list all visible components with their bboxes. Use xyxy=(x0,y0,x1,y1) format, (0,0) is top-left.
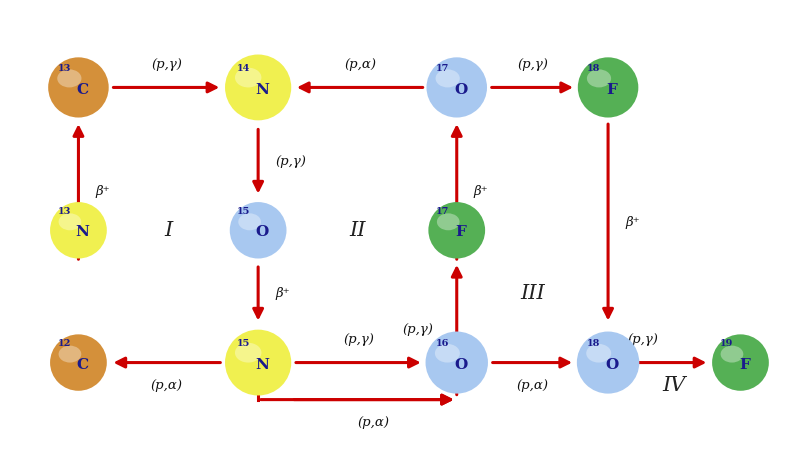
Text: 13: 13 xyxy=(58,207,71,216)
Ellipse shape xyxy=(238,213,261,230)
Text: O: O xyxy=(454,82,467,97)
Ellipse shape xyxy=(58,69,82,87)
Ellipse shape xyxy=(50,334,107,391)
Ellipse shape xyxy=(721,346,743,363)
Ellipse shape xyxy=(435,69,460,87)
Text: β⁺: β⁺ xyxy=(625,216,640,230)
Ellipse shape xyxy=(54,338,102,387)
Text: 13: 13 xyxy=(58,64,71,73)
Text: O: O xyxy=(606,358,618,372)
Ellipse shape xyxy=(230,202,286,258)
Text: 17: 17 xyxy=(436,64,450,73)
Ellipse shape xyxy=(234,206,282,254)
Ellipse shape xyxy=(587,69,611,87)
Text: IV: IV xyxy=(662,376,686,396)
Text: (p,α): (p,α) xyxy=(358,416,390,429)
Ellipse shape xyxy=(433,206,481,254)
Ellipse shape xyxy=(225,330,291,396)
Ellipse shape xyxy=(235,68,262,87)
Text: (p,α): (p,α) xyxy=(150,379,182,392)
Text: (p,γ): (p,γ) xyxy=(275,155,306,168)
Text: (p,γ): (p,γ) xyxy=(151,58,182,71)
Ellipse shape xyxy=(582,336,634,389)
Text: C: C xyxy=(76,82,88,97)
Text: (p,γ): (p,γ) xyxy=(343,333,374,346)
Text: C: C xyxy=(76,358,88,372)
Text: 17: 17 xyxy=(436,207,450,216)
Text: N: N xyxy=(75,225,89,239)
Text: 18: 18 xyxy=(587,64,601,73)
Text: (p,γ): (p,γ) xyxy=(628,333,658,346)
Ellipse shape xyxy=(53,62,104,113)
Ellipse shape xyxy=(577,332,639,394)
Ellipse shape xyxy=(48,57,109,117)
Text: F: F xyxy=(739,358,750,372)
Ellipse shape xyxy=(437,213,459,230)
Text: β⁺: β⁺ xyxy=(275,287,290,300)
Ellipse shape xyxy=(54,206,102,254)
Ellipse shape xyxy=(582,62,634,113)
Text: 12: 12 xyxy=(58,339,71,348)
Text: O: O xyxy=(454,358,467,372)
Text: I: I xyxy=(164,221,173,240)
Ellipse shape xyxy=(230,59,286,115)
Text: O: O xyxy=(255,225,269,239)
Ellipse shape xyxy=(431,62,482,113)
Text: 19: 19 xyxy=(720,339,733,348)
Text: III: III xyxy=(520,284,545,303)
Text: N: N xyxy=(255,358,269,372)
Text: 18: 18 xyxy=(587,339,601,348)
Ellipse shape xyxy=(230,335,286,391)
Text: β⁺: β⁺ xyxy=(95,184,110,198)
Text: β⁺: β⁺ xyxy=(474,184,488,198)
Ellipse shape xyxy=(435,344,460,363)
Ellipse shape xyxy=(58,213,82,230)
Text: (p,γ): (p,γ) xyxy=(517,58,548,71)
Text: 16: 16 xyxy=(436,339,450,348)
Ellipse shape xyxy=(225,54,291,120)
Text: 15: 15 xyxy=(238,339,250,348)
Ellipse shape xyxy=(428,202,485,258)
Ellipse shape xyxy=(716,338,765,387)
Text: F: F xyxy=(455,225,466,239)
Ellipse shape xyxy=(426,57,487,117)
Ellipse shape xyxy=(586,344,611,363)
Ellipse shape xyxy=(430,336,483,389)
Ellipse shape xyxy=(235,343,262,363)
Text: 14: 14 xyxy=(238,64,250,73)
Text: N: N xyxy=(255,82,269,97)
Ellipse shape xyxy=(426,332,488,394)
Text: (p,γ): (p,γ) xyxy=(402,323,433,336)
Text: II: II xyxy=(349,221,366,240)
Ellipse shape xyxy=(58,346,82,363)
Ellipse shape xyxy=(578,57,638,117)
Ellipse shape xyxy=(712,334,769,391)
Text: F: F xyxy=(606,82,618,97)
Text: 15: 15 xyxy=(238,207,250,216)
Text: (p,α): (p,α) xyxy=(344,58,376,71)
Ellipse shape xyxy=(50,202,107,258)
Text: (p,α): (p,α) xyxy=(517,379,549,392)
